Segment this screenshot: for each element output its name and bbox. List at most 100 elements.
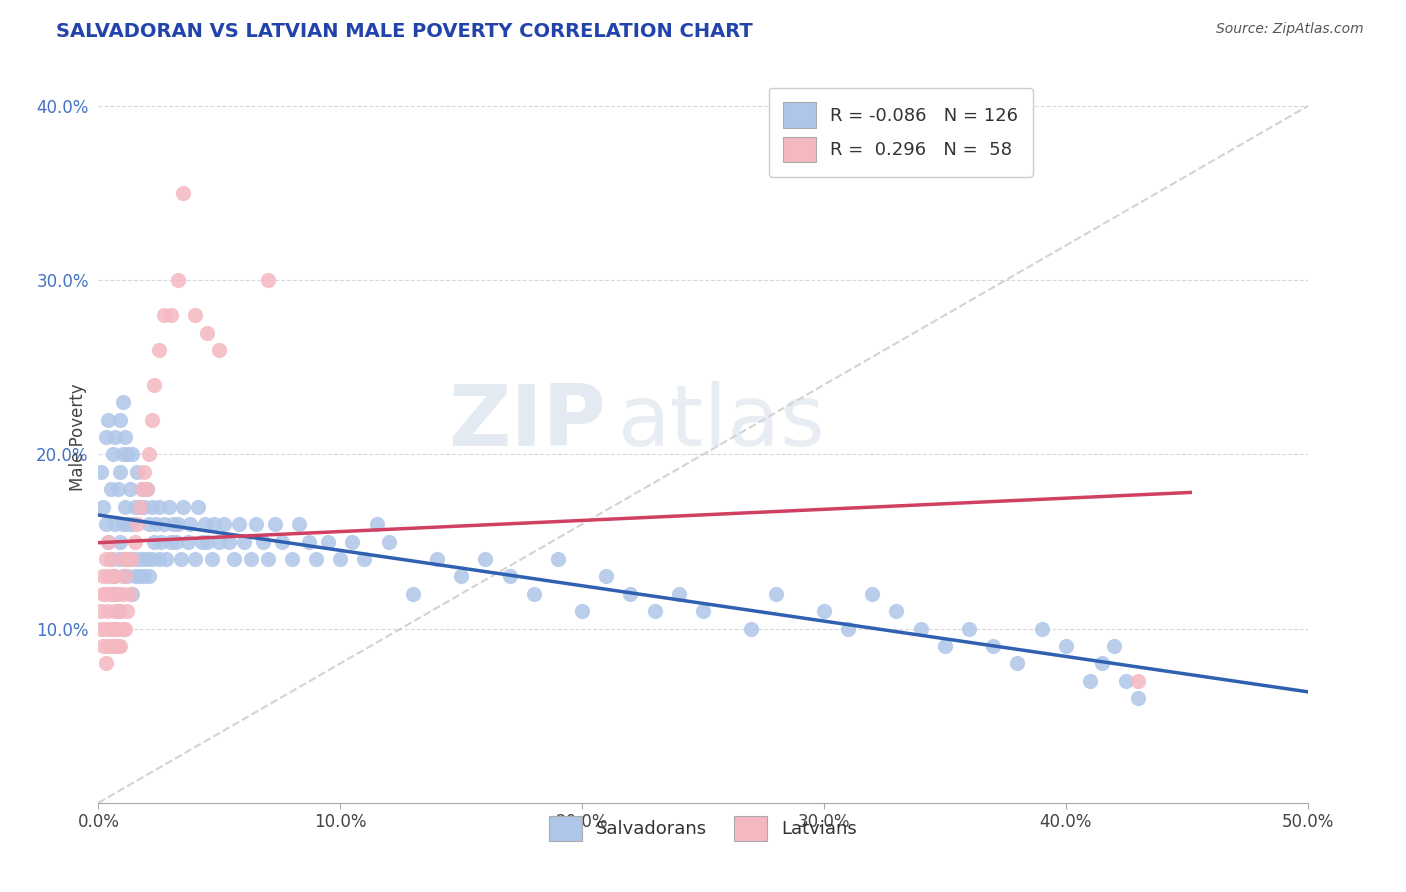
Point [118, 587, 141, 601]
Point [121, 587, 143, 601]
Point [97, 534, 120, 549]
Point [135, 483, 157, 497]
Point [117, 604, 139, 618]
Point [619, 587, 641, 601]
Point [118, 483, 141, 497]
Point [934, 639, 956, 653]
Point [1102, 639, 1125, 653]
Point [111, 517, 134, 532]
Point [128, 500, 150, 514]
Point [107, 622, 129, 636]
Point [402, 587, 425, 601]
Point [143, 377, 166, 392]
Point [571, 604, 593, 618]
Point [100, 587, 122, 601]
Point [97, 412, 120, 426]
Point [107, 483, 129, 497]
Point [117, 569, 139, 583]
Point [1054, 639, 1077, 653]
Point [148, 552, 170, 566]
Point [184, 308, 207, 322]
Point [195, 534, 218, 549]
Point [208, 534, 231, 549]
Point [138, 448, 160, 462]
Point [108, 412, 131, 426]
Point [91, 569, 114, 583]
Point [157, 500, 180, 514]
Point [644, 604, 666, 618]
Point [208, 343, 231, 357]
Point [138, 517, 160, 532]
Point [111, 448, 134, 462]
Point [547, 552, 569, 566]
Point [101, 622, 124, 636]
Point [134, 465, 156, 479]
Point [91, 500, 114, 514]
Point [474, 552, 496, 566]
Point [138, 569, 160, 583]
Point [111, 569, 134, 583]
Point [114, 569, 136, 583]
Point [94, 552, 117, 566]
Point [141, 500, 163, 514]
Point [860, 587, 883, 601]
Point [366, 517, 388, 532]
Point [172, 500, 194, 514]
Point [108, 604, 131, 618]
Point [162, 517, 184, 532]
Point [104, 569, 127, 583]
Point [128, 569, 150, 583]
Point [111, 552, 134, 566]
Point [104, 587, 127, 601]
Point [107, 604, 129, 618]
Point [127, 465, 149, 479]
Point [191, 534, 214, 549]
Point [177, 534, 200, 549]
Point [135, 483, 157, 497]
Point [100, 639, 122, 653]
Point [131, 483, 153, 497]
Point [281, 552, 304, 566]
Point [108, 465, 131, 479]
Text: atlas: atlas [619, 381, 827, 464]
Point [104, 622, 127, 636]
Point [104, 517, 127, 532]
Point [111, 622, 134, 636]
Point [165, 534, 187, 549]
Point [91, 639, 114, 653]
Point [298, 534, 321, 549]
Point [111, 395, 134, 409]
Point [94, 622, 117, 636]
Point [150, 534, 173, 549]
Point [160, 534, 183, 549]
Point [187, 500, 209, 514]
Point [342, 534, 364, 549]
Point [169, 552, 191, 566]
Point [121, 552, 143, 566]
Point [114, 500, 136, 514]
Point [118, 552, 141, 566]
Point [121, 448, 143, 462]
Point [127, 517, 149, 532]
Point [104, 604, 127, 618]
Point [155, 552, 177, 566]
Point [97, 569, 120, 583]
Point [204, 517, 226, 532]
Point [1031, 622, 1053, 636]
Point [222, 552, 245, 566]
Point [90, 604, 112, 618]
Point [100, 552, 122, 566]
Legend: Salvadorans, Latvians: Salvadorans, Latvians [541, 809, 865, 848]
Point [97, 639, 120, 653]
Point [124, 534, 146, 549]
Point [94, 430, 117, 444]
Point [128, 500, 150, 514]
Point [114, 622, 136, 636]
Point [124, 569, 146, 583]
Point [264, 517, 287, 532]
Point [114, 430, 136, 444]
Point [1128, 691, 1150, 706]
Point [167, 517, 190, 532]
Point [886, 604, 908, 618]
Point [329, 552, 352, 566]
